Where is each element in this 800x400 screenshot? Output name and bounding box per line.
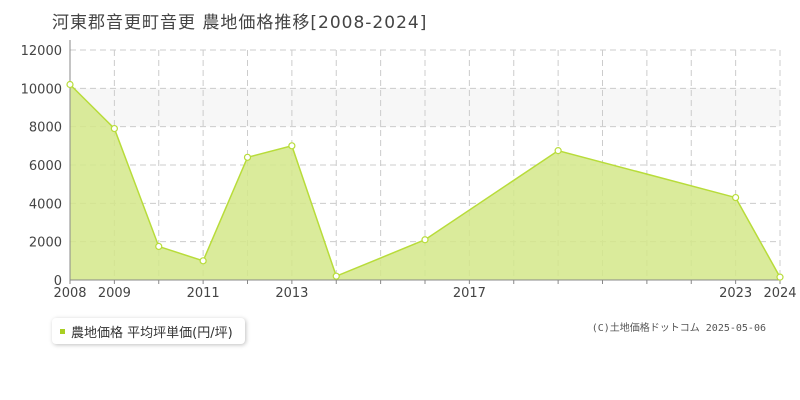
data-point: [110, 124, 118, 133]
data-point: [732, 193, 740, 202]
chart-legend: 農地価格 平均坪単価(円/坪): [52, 318, 245, 344]
x-tick-label: 2023: [719, 286, 752, 301]
data-point: [66, 80, 74, 89]
y-tick-label: 12000: [21, 44, 62, 59]
x-tick-label: 2008: [53, 286, 86, 301]
data-point: [199, 257, 207, 265]
x-tick-label: 2017: [453, 286, 486, 301]
y-tick-label: 10000: [21, 82, 62, 97]
data-point: [421, 236, 429, 244]
y-tick-label: 8000: [29, 121, 62, 136]
series-area: [70, 84, 780, 280]
x-tick-label: 2024: [763, 286, 796, 301]
y-tick-label: 0: [54, 274, 62, 289]
legend-label: 農地価格 平均坪単価(円/坪): [71, 325, 233, 341]
data-point: [332, 272, 340, 280]
data-point: [776, 273, 784, 281]
data-point: [243, 153, 252, 161]
credit-text: (C)土地価格ドットコム 2025-05-06: [591, 323, 766, 334]
y-tick-label: 4000: [29, 197, 62, 212]
data-point: [554, 147, 562, 155]
y-tick-label: 6000: [29, 159, 62, 174]
x-tick-label: 2013: [275, 286, 308, 301]
y-tick-label: 2000: [29, 236, 62, 251]
x-tick-label: 2011: [187, 286, 220, 301]
data-point: [288, 142, 296, 150]
x-tick-label: 2009: [98, 286, 131, 301]
legend-swatch: [60, 328, 65, 334]
chart-title: 河東郡音更町音更 農地価格推移[2008-2024]: [52, 13, 428, 33]
data-point: [155, 242, 163, 251]
